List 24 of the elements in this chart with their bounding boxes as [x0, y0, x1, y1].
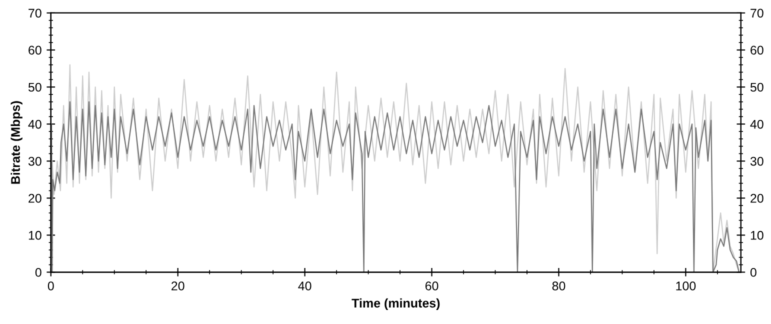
- x-axis-title: Time (minutes): [352, 298, 440, 310]
- x-tick-label: 0: [48, 282, 54, 290]
- y-tick-label: 70: [28, 8, 42, 18]
- y2-tick-label: 70: [750, 8, 764, 18]
- x-tick-label: 40: [298, 282, 312, 290]
- y-tick-label: 0: [35, 268, 42, 277]
- y2-tick-label: 20: [750, 194, 764, 203]
- x-tick-label: 100: [676, 282, 696, 290]
- y-tick-label: 40: [28, 120, 42, 129]
- y2-tick-label: 0: [750, 268, 756, 277]
- y2-tick-label: 60: [750, 46, 764, 55]
- y-tick-label: 30: [28, 156, 42, 166]
- y-axis-title: Bitrate (Mbps): [10, 101, 22, 184]
- y-tick-label: 20: [28, 194, 42, 203]
- y-tick-label: 60: [28, 46, 42, 55]
- x-tick-label: 80: [552, 282, 566, 290]
- x-tick-label: 20: [172, 282, 184, 290]
- y-tick-label: 50: [28, 82, 42, 92]
- y2-tick-label: 10: [750, 230, 764, 240]
- y2-tick-label: 40: [750, 120, 764, 129]
- y2-tick-label: 30: [750, 156, 764, 166]
- y2-tick-label: 50: [750, 82, 764, 92]
- y-tick-label: 10: [28, 230, 42, 240]
- x-tick-label: 60: [425, 282, 438, 290]
